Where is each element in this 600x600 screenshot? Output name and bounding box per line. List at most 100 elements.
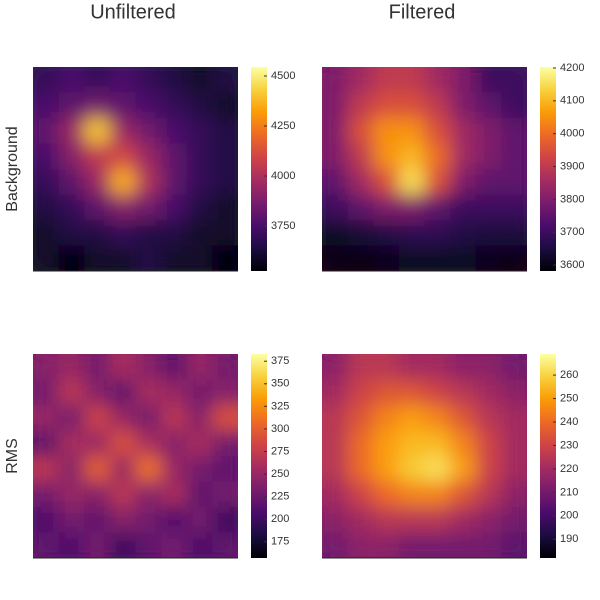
heatmap-cell [186, 430, 213, 457]
heatmap-cell [33, 220, 60, 246]
heatmap-cell [109, 405, 136, 431]
heatmap-cell [424, 481, 451, 508]
heatmap-cell [135, 532, 162, 558]
heatmap-cell [33, 143, 60, 170]
heatmap-cell [501, 220, 527, 246]
heatmap-cell [161, 507, 188, 533]
heatmap-cell [212, 532, 238, 558]
heatmap-cell [373, 481, 400, 508]
heatmap-cell [450, 169, 477, 195]
heatmap-cell [424, 430, 451, 457]
heatmap-cell [424, 379, 451, 406]
heatmap-cells [322, 67, 527, 271]
heatmap-cell [109, 169, 136, 195]
heatmap-cell [398, 405, 425, 431]
heatmap-cell [33, 169, 60, 195]
heatmap-cell [373, 220, 400, 246]
heatmap-cell [373, 430, 400, 457]
heatmap-cells [33, 67, 238, 271]
heatmap-cell [501, 507, 527, 533]
heatmap-cell [347, 92, 374, 119]
heatmap-cell [501, 245, 527, 271]
heatmap-cell [135, 430, 162, 457]
heatmap-cell [186, 92, 213, 119]
heatmap-cell [109, 118, 136, 144]
heatmap-cell [161, 169, 188, 195]
heatmap-cell [161, 456, 188, 482]
heatmap-cell [84, 194, 111, 221]
heatmap-cell [373, 405, 400, 431]
heatmap-cell [424, 405, 451, 431]
heatmap-cell [84, 405, 111, 431]
heatmap-cell [135, 507, 162, 533]
colorbar-tick-label: 190 [560, 533, 578, 545]
heatmap-cell [424, 507, 451, 533]
heatmap-cell [424, 67, 451, 93]
heatmap-cell [450, 118, 477, 144]
heatmap-cell [135, 354, 162, 380]
heatmap-cell [212, 143, 238, 170]
heatmap-cell [186, 379, 213, 406]
heatmap-cell [398, 92, 425, 119]
heatmap-cell [373, 354, 400, 380]
colorbar-tick-label: 240 [560, 416, 578, 428]
heatmap-cell [475, 220, 502, 246]
heatmap-cell [475, 481, 502, 508]
heatmap-cell [212, 481, 238, 508]
heatmap-cell [33, 430, 60, 457]
colorbar-tick-label: 4200 [560, 62, 584, 74]
heatmap-cell [475, 430, 502, 457]
heatmap-cell [84, 379, 111, 406]
heatmap-cell [347, 405, 374, 431]
heatmap-cells [322, 354, 527, 558]
colorbar [251, 67, 267, 271]
heatmap-cell [475, 194, 502, 221]
colorbar-tick-label: 4100 [560, 95, 584, 107]
heatmap-cell [186, 245, 213, 271]
heatmap-cell [501, 143, 527, 170]
heatmap-cell [186, 118, 213, 144]
heatmap-cell [398, 194, 425, 221]
heatmap-cell [475, 169, 502, 195]
heatmap-cell [322, 143, 349, 170]
heatmap-cell [84, 354, 111, 380]
colorbar-tick-label: 225 [271, 491, 289, 503]
heatmap-cell [58, 456, 85, 482]
heatmap-cell [450, 92, 477, 119]
heatmap-cell [58, 220, 85, 246]
heatmap-cell [186, 67, 213, 93]
heatmap-cell [161, 430, 188, 457]
heatmap-cell [475, 118, 502, 144]
heatmap-cell [347, 169, 374, 195]
colorbar-tick-label: 260 [560, 369, 578, 381]
heatmap-cell [424, 220, 451, 246]
heatmap-cell [501, 354, 527, 380]
heatmap-cell [322, 507, 349, 533]
heatmap-cell [84, 532, 111, 558]
heatmap-cell [347, 354, 374, 380]
heatmap [33, 354, 238, 558]
heatmap-cell [347, 67, 374, 93]
heatmap-cell [109, 143, 136, 170]
heatmap-cell [450, 532, 477, 558]
heatmap-cell [450, 379, 477, 406]
heatmap-cell [109, 532, 136, 558]
colorbar-tick-label: 220 [560, 463, 578, 475]
heatmap-cell [135, 67, 162, 93]
heatmap-cell [33, 507, 60, 533]
heatmap-cell [373, 379, 400, 406]
heatmap-cell [212, 220, 238, 246]
heatmap-cell [135, 92, 162, 119]
heatmap-cell [450, 143, 477, 170]
heatmap-cell [186, 507, 213, 533]
heatmap-cell [475, 405, 502, 431]
heatmap-cell [212, 245, 238, 271]
heatmap-cell [58, 379, 85, 406]
heatmap-cell [450, 194, 477, 221]
heatmap-cell [161, 67, 188, 93]
heatmap-cell [109, 379, 136, 406]
heatmap-cell [212, 354, 238, 380]
heatmap-cell [398, 532, 425, 558]
heatmap-cell [424, 143, 451, 170]
heatmap-cell [475, 379, 502, 406]
